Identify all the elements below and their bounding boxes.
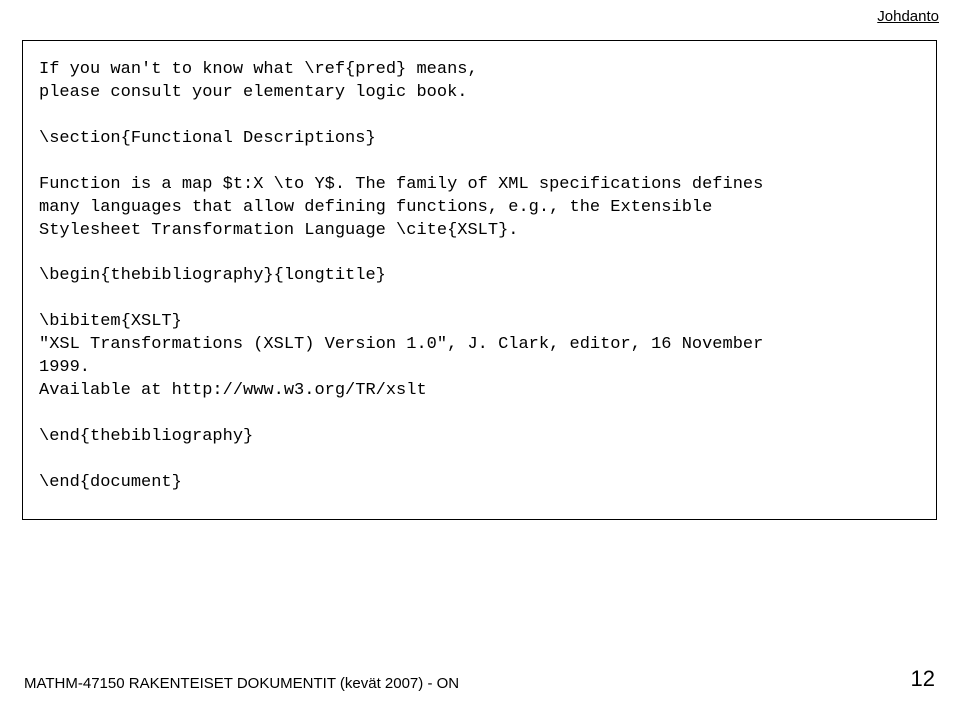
code-block: If you wan't to know what \ref{pred} mea… (22, 40, 937, 520)
code-line: If you wan't to know what \ref{pred} mea… (39, 60, 478, 79)
code-line: \end{document} (39, 473, 182, 492)
page-header-title: Johdanto (877, 8, 939, 25)
page-footer: MATHM-47150 RAKENTEISET DOKUMENTIT (kevä… (24, 666, 935, 692)
code-line: \bibitem{XSLT} (39, 312, 182, 331)
code-line: please consult your elementary logic boo… (39, 83, 467, 102)
code-line: Available at http://www.w3.org/TR/xslt (39, 381, 427, 400)
code-line: "XSL Transformations (XSLT) Version 1.0"… (39, 335, 763, 354)
code-line: \section{Functional Descriptions} (39, 129, 376, 148)
code-line: Function is a map $t:X \to Y$. The famil… (39, 175, 763, 194)
code-line: \begin{thebibliography}{longtitle} (39, 266, 386, 285)
code-line: 1999. (39, 358, 90, 377)
code-line: many languages that allow defining funct… (39, 198, 712, 217)
code-line: \end{thebibliography} (39, 427, 253, 446)
footer-course-label: MATHM-47150 RAKENTEISET DOKUMENTIT (kevä… (24, 675, 459, 692)
code-line: Stylesheet Transformation Language \cite… (39, 221, 518, 240)
page-number: 12 (911, 666, 935, 692)
